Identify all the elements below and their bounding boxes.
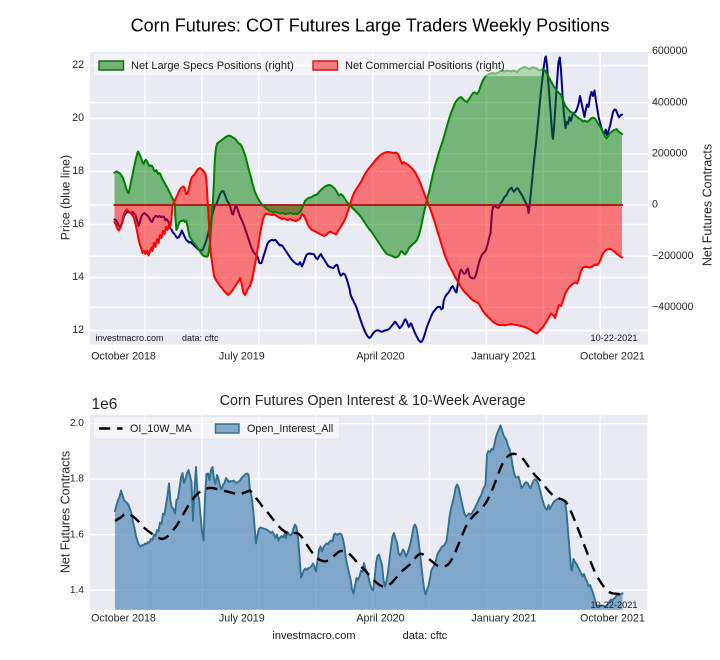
svg-text:data: cftc: data: cftc xyxy=(403,630,448,642)
svg-text:investmacro.com: investmacro.com xyxy=(96,333,164,343)
svg-text:OI_10W_MA: OI_10W_MA xyxy=(130,423,193,435)
svg-text:1e6: 1e6 xyxy=(91,396,117,413)
svg-text:Open_Interest_All: Open_Interest_All xyxy=(247,423,333,435)
svg-text:Net Futures Contracts: Net Futures Contracts xyxy=(701,144,715,266)
svg-text:1.8: 1.8 xyxy=(70,474,84,485)
svg-text:investmacro.com: investmacro.com xyxy=(272,630,355,642)
svg-text:October 2018: October 2018 xyxy=(91,612,156,624)
svg-text:−400000: −400000 xyxy=(652,301,694,313)
svg-text:April 2020: April 2020 xyxy=(356,350,404,362)
svg-text:1.6: 1.6 xyxy=(70,529,84,540)
svg-text:14: 14 xyxy=(72,271,84,283)
svg-text:1.4: 1.4 xyxy=(70,585,84,596)
svg-text:20: 20 xyxy=(72,112,84,124)
svg-text:200000: 200000 xyxy=(652,148,687,160)
svg-text:12: 12 xyxy=(72,324,84,336)
svg-text:22: 22 xyxy=(72,59,84,71)
svg-text:October 2021: October 2021 xyxy=(580,612,645,624)
svg-text:18: 18 xyxy=(72,165,84,177)
svg-text:July 2019: July 2019 xyxy=(219,350,265,362)
svg-text:16: 16 xyxy=(72,218,84,230)
svg-text:Net Large Specs Positions (rig: Net Large Specs Positions (right) xyxy=(131,60,294,72)
svg-text:−200000: −200000 xyxy=(652,250,694,262)
svg-text:October 2018: October 2018 xyxy=(91,350,156,362)
svg-text:January 2021: January 2021 xyxy=(471,612,536,624)
svg-text:Net Commercial Positions (righ: Net Commercial Positions (right) xyxy=(345,60,505,72)
svg-text:0: 0 xyxy=(652,199,658,211)
svg-text:10-22-2021: 10-22-2021 xyxy=(591,333,638,343)
svg-text:10-22-2021: 10-22-2021 xyxy=(591,600,638,610)
svg-text:Net Futures Contracts: Net Futures Contracts xyxy=(59,451,73,573)
svg-text:January 2021: January 2021 xyxy=(471,350,536,362)
svg-text:April 2020: April 2020 xyxy=(356,612,404,624)
svg-text:Corn Futures: COT Futures Larg: Corn Futures: COT Futures Large Traders … xyxy=(131,16,610,36)
svg-text:Corn Futures Open Interest & 1: Corn Futures Open Interest & 10-Week Ave… xyxy=(220,393,526,409)
svg-text:Price (blue line): Price (blue line) xyxy=(59,155,73,240)
svg-text:600000: 600000 xyxy=(652,45,687,57)
svg-text:July 2019: July 2019 xyxy=(219,612,265,624)
svg-text:October 2021: October 2021 xyxy=(580,350,645,362)
svg-text:data: cftc: data: cftc xyxy=(182,333,219,343)
svg-text:2.0: 2.0 xyxy=(70,418,84,429)
svg-text:400000: 400000 xyxy=(652,96,687,108)
